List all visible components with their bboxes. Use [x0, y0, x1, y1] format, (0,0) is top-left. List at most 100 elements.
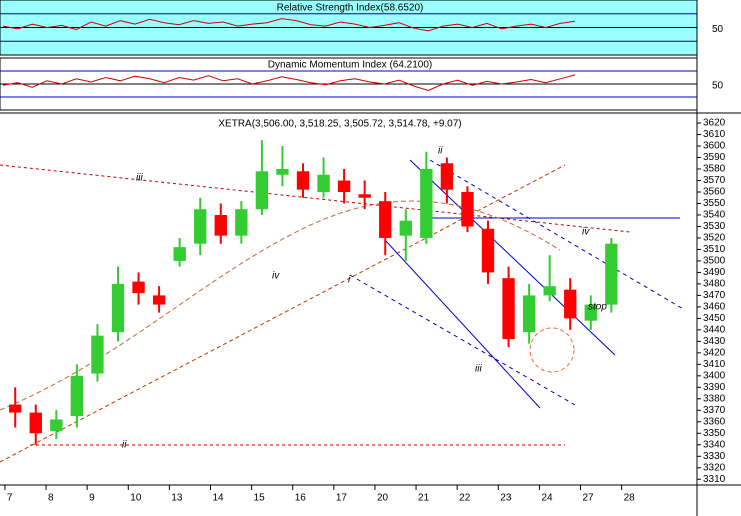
y-tick-label: 3620	[703, 118, 726, 129]
y-tick-label: 3380	[703, 393, 726, 404]
y-tick-label: 3570	[703, 175, 726, 186]
candle-body	[379, 201, 392, 238]
candle-body	[584, 304, 597, 321]
y-tick-label: 3500	[703, 256, 726, 267]
y-tick-label: 3370	[703, 405, 726, 416]
y-tick-label: 3610	[703, 129, 726, 140]
candle-body	[50, 419, 63, 431]
y-tick-label: 3390	[703, 382, 726, 393]
candle-body	[214, 214, 227, 236]
annotation: iv	[272, 271, 280, 282]
x-tick-label: 8	[48, 493, 54, 504]
candle-body	[29, 412, 42, 434]
candle-body	[358, 194, 371, 198]
y-tick-label: 3490	[703, 267, 726, 278]
y-tick-label: 3320	[703, 462, 726, 473]
x-tick-label: 13	[171, 493, 183, 504]
annotation: stop	[588, 302, 607, 313]
candle-body	[605, 243, 618, 305]
y-tick-label: 3420	[703, 347, 726, 358]
candle-body	[399, 220, 412, 236]
candle-body	[276, 169, 289, 175]
channel-line	[349, 274, 576, 406]
candle-body	[235, 209, 248, 236]
candle-body	[564, 289, 577, 319]
pane-title: Dynamic Momentum Index (64.2100)	[268, 60, 433, 71]
target-circle	[529, 327, 575, 373]
candle-body	[543, 286, 556, 296]
y-tick-label: 50	[712, 81, 724, 92]
y-tick-label: 3400	[703, 370, 726, 381]
candle-body	[132, 281, 145, 294]
y-tick-label: 3550	[703, 198, 726, 209]
channel-line	[409, 159, 616, 356]
candle-body	[502, 278, 515, 340]
candle-body	[522, 295, 536, 333]
x-tick-label: 28	[624, 493, 636, 504]
candle-body	[91, 335, 104, 374]
annotation: ii	[122, 440, 127, 451]
candle-body	[255, 171, 269, 210]
candle-body	[9, 404, 22, 413]
channel-line	[384, 239, 541, 409]
candle-body	[194, 209, 207, 244]
x-tick-label: 14	[212, 493, 224, 504]
y-tick-label: 3540	[703, 210, 726, 221]
chart-title: XETRA(3,506.00, 3,518.25, 3,505.72, 3,51…	[218, 119, 461, 130]
annotation: i	[348, 275, 351, 286]
y-tick-label: 3350	[703, 428, 726, 439]
channel-line	[429, 159, 686, 311]
x-tick-label: 24	[541, 493, 553, 504]
x-tick-label: 22	[459, 493, 471, 504]
indicator-line	[2, 74, 576, 92]
y-tick-label: 3470	[703, 290, 726, 301]
y-tick-label: 3430	[703, 336, 726, 347]
y-tick-label: 50	[712, 24, 724, 35]
y-tick-label: 3440	[703, 325, 726, 336]
y-tick-label: 3410	[703, 359, 726, 370]
trendline	[0, 164, 566, 463]
candle-body	[296, 171, 310, 190]
candle-body	[173, 247, 186, 261]
x-tick-label: 15	[254, 493, 266, 504]
y-tick-label: 3600	[703, 141, 726, 152]
candle-body	[461, 191, 474, 227]
candle-body	[440, 163, 454, 190]
candle-body	[111, 283, 125, 333]
y-tick-label: 3480	[703, 279, 726, 290]
trendlines	[0, 159, 686, 463]
x-tick-label: 23	[500, 493, 512, 504]
x-tick-label: 9	[89, 493, 95, 504]
candle-body	[70, 375, 84, 417]
y-tick-label: 3450	[703, 313, 726, 324]
y-tick-label: 3510	[703, 244, 726, 255]
indicator-line	[2, 18, 576, 32]
y-tick-label: 3560	[703, 187, 726, 198]
x-tick-label: 27	[583, 493, 595, 504]
y-tick-label: 3590	[703, 152, 726, 163]
y-tick-label: 3460	[703, 302, 726, 313]
x-tick-label: 17	[336, 493, 348, 504]
candle-body	[481, 228, 495, 273]
annotation: iv	[582, 227, 590, 238]
annotation: ii	[438, 146, 443, 157]
candle-body	[317, 174, 330, 192]
y-tick-label: 3360	[703, 416, 726, 427]
y-tick-label: 3520	[703, 233, 726, 244]
x-tick-label: 7	[7, 493, 13, 504]
x-tick-label: 21	[418, 493, 430, 504]
candle-body	[152, 295, 166, 305]
y-tick-label: 3330	[703, 451, 726, 462]
x-tick-label: 16	[295, 493, 307, 504]
annotation: iii	[475, 364, 482, 375]
y-tick-label: 3340	[703, 439, 726, 450]
x-tick-label: 20	[377, 493, 389, 504]
pane-title: Relative Strength Index(58.6520)	[277, 3, 424, 14]
candle-body	[420, 169, 433, 238]
candle-body	[337, 180, 351, 192]
annotation: iii	[136, 173, 143, 184]
y-tick-label: 3310	[703, 474, 726, 485]
y-tick-label: 3530	[703, 221, 726, 232]
x-tick-label: 10	[130, 493, 142, 504]
